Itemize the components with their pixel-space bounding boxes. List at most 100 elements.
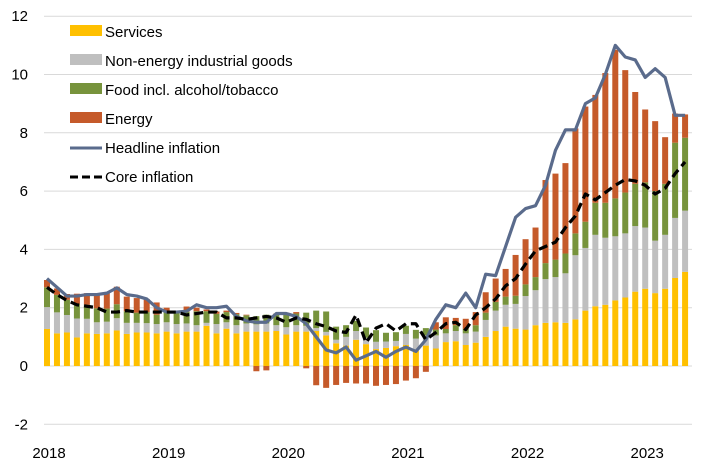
bar-food-incl-alcohol-tobacco <box>612 198 619 237</box>
x-tick-label: 2018 <box>32 445 65 462</box>
bar-non-energy-industrial-goods <box>582 247 589 311</box>
bar-non-energy-industrial-goods <box>243 323 250 332</box>
bar-energy <box>353 366 360 384</box>
bar-services <box>402 345 409 366</box>
bar-non-energy-industrial-goods <box>103 321 110 334</box>
bar-food-incl-alcohol-tobacco <box>672 142 679 218</box>
bar-services <box>73 337 80 366</box>
bar-non-energy-industrial-goods <box>193 325 200 332</box>
bar-non-energy-industrial-goods <box>173 324 180 334</box>
gridlines <box>44 15 692 425</box>
bar-energy <box>652 121 659 192</box>
bar-services <box>562 322 569 366</box>
bar-services <box>662 288 669 366</box>
bar-non-energy-industrial-goods <box>323 331 330 336</box>
bar-food-incl-alcohol-tobacco <box>323 311 330 332</box>
bar-food-incl-alcohol-tobacco <box>622 192 629 234</box>
stacked-bars <box>44 49 689 388</box>
bar-food-incl-alcohol-tobacco <box>193 311 200 326</box>
bar-non-energy-industrial-goods <box>392 340 399 347</box>
y-axis: -2 0 2 4 6 8 10 12 <box>11 8 28 433</box>
bar-energy <box>502 268 509 297</box>
bar-services <box>353 339 360 366</box>
bar-energy <box>472 312 479 326</box>
bar-services <box>592 306 599 366</box>
bar-energy <box>223 310 230 313</box>
legend-label-headline: Headline inflation <box>105 140 220 157</box>
x-tick-label: 2023 <box>631 445 664 462</box>
bar-services <box>193 331 200 366</box>
line-core-inflation <box>46 160 687 345</box>
bar-food-incl-alcohol-tobacco <box>213 313 220 325</box>
bar-non-energy-industrial-goods <box>303 325 310 332</box>
bar-non-energy-industrial-goods <box>353 331 360 340</box>
bar-non-energy-industrial-goods <box>632 226 639 292</box>
bar-non-energy-industrial-goods <box>63 314 70 333</box>
bar-non-energy-industrial-goods <box>183 323 190 332</box>
bar-services <box>63 332 70 366</box>
bar-energy <box>612 49 619 199</box>
bar-food-incl-alcohol-tobacco <box>203 311 210 323</box>
bar-non-energy-industrial-goods <box>313 328 320 332</box>
bar-food-incl-alcohol-tobacco <box>522 284 529 297</box>
bar-services <box>103 333 110 366</box>
y-tick-label: 2 <box>20 300 28 317</box>
bar-services <box>163 331 170 366</box>
bar-food-incl-alcohol-tobacco <box>123 311 130 323</box>
bar-energy <box>113 286 120 305</box>
bar-energy <box>323 366 330 388</box>
bar-non-energy-industrial-goods <box>203 322 210 326</box>
bar-energy <box>382 366 389 385</box>
bar-non-energy-industrial-goods <box>432 335 439 349</box>
x-tick-label: 2019 <box>152 445 185 462</box>
bar-energy <box>682 114 689 138</box>
bar-services <box>672 277 679 366</box>
bar-energy <box>432 322 439 330</box>
bar-food-incl-alcohol-tobacco <box>363 327 370 338</box>
bar-food-incl-alcohol-tobacco <box>462 328 469 334</box>
bar-services <box>233 333 240 366</box>
bar-services <box>542 322 549 366</box>
bar-energy <box>412 366 419 379</box>
bar-food-incl-alcohol-tobacco <box>442 328 449 334</box>
bar-energy <box>343 366 350 383</box>
bar-food-incl-alcohol-tobacco <box>353 320 360 332</box>
bar-food-incl-alcohol-tobacco <box>283 314 290 328</box>
legend-label-food: Food incl. alcohol/tobacco <box>105 82 278 99</box>
lines <box>45 43 687 362</box>
bar-services <box>572 319 579 366</box>
bar-food-incl-alcohol-tobacco <box>502 296 509 305</box>
bar-energy <box>203 309 210 312</box>
bar-energy <box>422 366 429 372</box>
bar-non-energy-industrial-goods <box>492 310 499 332</box>
bar-food-incl-alcohol-tobacco <box>492 301 499 311</box>
bar-non-energy-industrial-goods <box>452 331 459 342</box>
bar-food-incl-alcohol-tobacco <box>642 182 649 228</box>
bar-services <box>113 330 120 366</box>
bar-energy <box>572 128 579 234</box>
bar-food-incl-alcohol-tobacco <box>103 308 110 322</box>
bar-food-incl-alcohol-tobacco <box>682 137 689 211</box>
bar-non-energy-industrial-goods <box>612 236 619 301</box>
bar-non-energy-industrial-goods <box>93 322 100 334</box>
bar-energy <box>512 254 519 296</box>
bar-energy <box>103 292 110 309</box>
bar-non-energy-industrial-goods <box>382 341 389 348</box>
bar-services <box>143 332 150 366</box>
legend-label-non-energy-industrial-goods: Non-energy industrial goods <box>105 53 293 70</box>
bar-non-energy-industrial-goods <box>532 290 539 326</box>
bar-energy <box>672 113 679 143</box>
bar-services <box>303 331 310 366</box>
bar-energy <box>143 298 150 313</box>
bar-non-energy-industrial-goods <box>592 234 599 307</box>
bar-non-energy-industrial-goods <box>672 217 679 278</box>
bar-energy <box>243 314 250 316</box>
bar-services <box>153 333 160 366</box>
bar-non-energy-industrial-goods <box>343 336 350 346</box>
bar-non-energy-industrial-goods <box>263 323 270 332</box>
x-tick-label: 2022 <box>511 445 544 462</box>
bar-food-incl-alcohol-tobacco <box>183 311 190 324</box>
bar-food-incl-alcohol-tobacco <box>233 314 240 326</box>
bar-non-energy-industrial-goods <box>572 255 579 320</box>
bar-non-energy-industrial-goods <box>333 339 340 344</box>
